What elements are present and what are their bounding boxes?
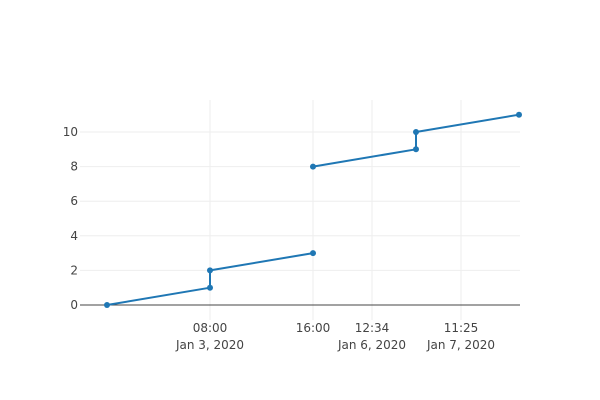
series-line (106, 252, 314, 306)
series-points (104, 111, 522, 308)
x-tick-label: 12:34 (355, 321, 390, 335)
data-point (413, 129, 419, 135)
y-axis-tick-labels: 0 2 4 6 8 10 (63, 125, 78, 312)
data-point (207, 284, 213, 291)
y-tick-label: 8 (70, 160, 78, 174)
y-tick-label: 0 (70, 298, 78, 312)
x-tick-label: 08:00 (193, 321, 228, 335)
x-gridlines (209, 100, 462, 320)
x-tick-sublabel: Jan 3, 2020 (175, 338, 244, 352)
x-tick-label: 16:00 (296, 321, 331, 335)
x-tick-label: 11:25 (444, 321, 479, 335)
data-point (516, 111, 522, 118)
y-tick-label: 10 (63, 125, 78, 139)
y-gridlines (80, 131, 520, 306)
series-lines (106, 113, 520, 306)
data-point (104, 302, 110, 308)
y-tick-label: 2 (70, 263, 78, 277)
data-point (310, 250, 316, 257)
y-tick-label: 4 (70, 229, 78, 243)
data-point (310, 163, 316, 170)
data-point (413, 146, 419, 153)
series-line (312, 113, 520, 168)
data-point (207, 267, 213, 274)
x-axis-tick-labels: 08:00 Jan 3, 2020 16:00 12:34 Jan 6, 2020 11:… (175, 321, 495, 352)
x-tick-sublabel: Jan 6, 2020 (337, 338, 406, 352)
x-tick-sublabel: Jan 7, 2020 (426, 338, 495, 352)
y-tick-label: 6 (70, 194, 78, 208)
